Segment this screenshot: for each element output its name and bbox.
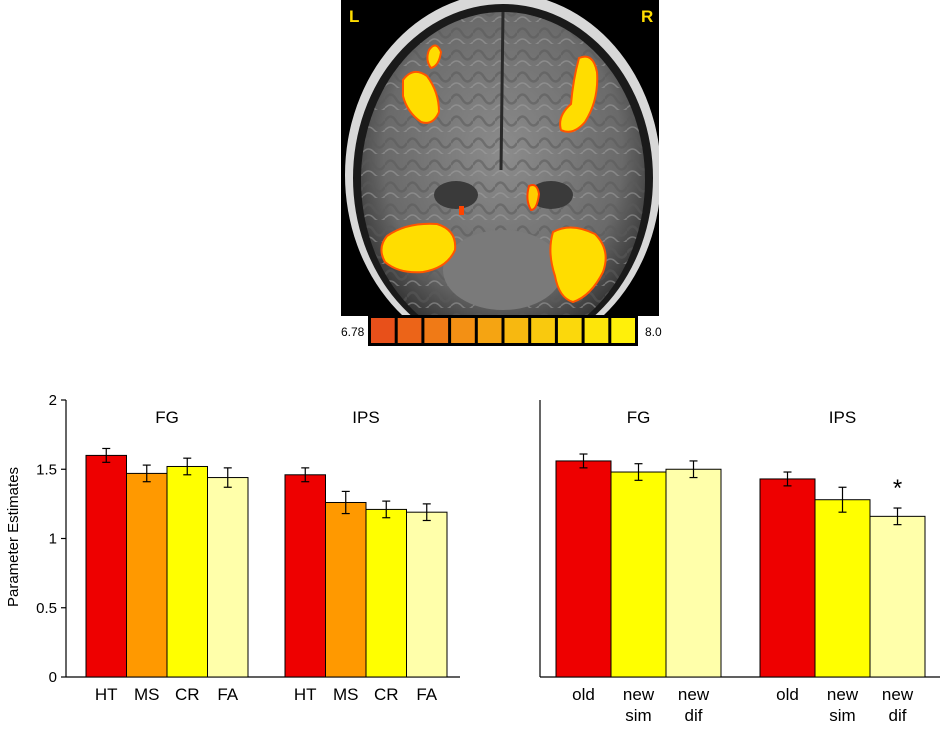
y-tick-label: 0.5: [36, 600, 57, 617]
left-chart: 0 0.5 1 1.5 2 FG HT MS CR FA IPS HT MS CR FA: [36, 392, 460, 704]
bar: [166, 465, 208, 678]
activation-blob-small: [459, 206, 464, 215]
category-label: new: [678, 685, 710, 704]
bar: [365, 508, 407, 678]
bar: [869, 515, 926, 678]
bar: [85, 454, 127, 678]
category-label: old: [776, 685, 799, 704]
colorbar-cell: [371, 318, 395, 343]
group-title: FG: [627, 408, 651, 427]
activation-blob-right-fusiform: [549, 226, 607, 304]
bar: [759, 478, 816, 678]
category-label: sim: [625, 706, 651, 725]
category-label: HT: [294, 685, 317, 704]
activation-blob-thalamus: [526, 184, 541, 212]
bar: [555, 460, 612, 678]
colorbar-cells: [371, 318, 635, 343]
category-label: new: [623, 685, 655, 704]
bar: [406, 511, 448, 678]
colorbar-cell: [424, 318, 449, 343]
colorbar-max-label: 8.0: [645, 325, 662, 339]
colorbar-min-label: 6.78: [341, 325, 365, 339]
category-label: old: [572, 685, 595, 704]
y-tick-label: 2: [49, 392, 57, 409]
activation-blobs: [380, 44, 607, 304]
y-tick-label: 1: [49, 531, 57, 548]
activation-blob-left-parietal: [402, 70, 441, 124]
category-label: dif: [889, 706, 907, 725]
y-tick-label: 1.5: [36, 461, 57, 478]
bar: [284, 474, 326, 678]
category-label: MS: [333, 685, 359, 704]
cerebellum: [443, 230, 563, 310]
category-label: CR: [175, 685, 200, 704]
activation-blob-left-fusiform: [380, 222, 457, 274]
bar: [814, 499, 871, 678]
ventricle-right: [529, 181, 573, 209]
category-label: dif: [685, 706, 703, 725]
category-label: new: [882, 685, 914, 704]
right-chart: FG old new sim new dif IPS old new sim * new dif: [539, 400, 940, 725]
colorbar-cell: [611, 318, 635, 343]
group-title: IPS: [829, 408, 856, 427]
y-tick-label: 0: [49, 669, 57, 686]
y-axis-label: Parameter Estimates: [5, 467, 22, 607]
category-label: sim: [829, 706, 855, 725]
colorbar-cell: [504, 318, 529, 343]
activation-blob-right-parietal: [559, 55, 599, 133]
category-label: FA: [217, 685, 238, 704]
colorbar-cell: [557, 318, 582, 343]
ventricle-left: [434, 181, 478, 209]
category-label: new: [827, 685, 859, 704]
colorbar: 6.78 8.0: [341, 315, 662, 346]
colorbar-cell: [477, 318, 502, 343]
group-title: FG: [155, 408, 179, 427]
brain-image: L R: [341, 0, 659, 316]
left-hemisphere-label: L: [349, 7, 359, 26]
bar: [325, 501, 367, 678]
bar: [207, 477, 249, 678]
colorbar-cell: [531, 318, 555, 343]
colorbar-cell: [451, 318, 475, 343]
right-hemisphere-label: R: [641, 7, 653, 26]
bar: [665, 468, 722, 678]
midline-fissure: [499, 11, 505, 171]
colorbar-cell: [397, 318, 422, 343]
category-label: MS: [134, 685, 160, 704]
bar: [610, 471, 667, 678]
category-label: FA: [416, 685, 437, 704]
category-label: HT: [95, 685, 118, 704]
group-title: IPS: [352, 408, 379, 427]
colorbar-cell: [584, 318, 609, 343]
bar-charts: Parameter Estimates 0 0.5 1 1.5 2 FG HT MS CR FA I…: [5, 392, 940, 725]
category-label: CR: [374, 685, 399, 704]
significance-marker: *: [893, 475, 902, 502]
activation-blob-left-superior: [426, 44, 443, 70]
bar: [126, 472, 168, 678]
